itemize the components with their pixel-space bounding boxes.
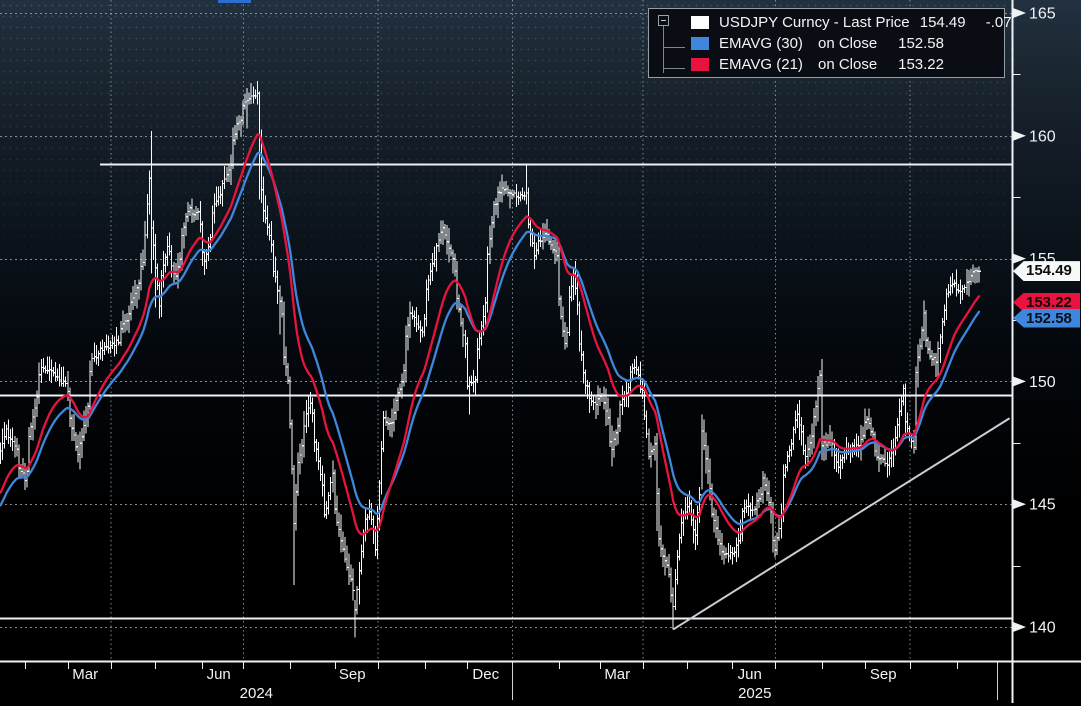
y-tick-label: 150 [1029, 374, 1056, 391]
ema30-swatch [691, 37, 709, 50]
last-price-swatch [691, 16, 709, 29]
legend-mid: on Close [818, 56, 878, 73]
ema-lines [0, 133, 981, 536]
legend-value: 152.58 [898, 35, 944, 52]
ema-21-line [0, 133, 981, 536]
month-label: Mar [72, 666, 98, 683]
legend-collapse-icon[interactable] [658, 15, 669, 26]
month-label: Sep [339, 666, 366, 683]
legend-tree-branch [663, 68, 685, 69]
month-label: Mar [604, 666, 630, 683]
ema-30-line [0, 151, 981, 526]
clipped-toolbar-fragment [218, 0, 251, 3]
legend-label: USDJPY Curncy - Last Price [719, 14, 910, 31]
year-label: 2025 [738, 685, 771, 702]
year-label: 2024 [240, 685, 273, 702]
legend-label: EMAVG (21) [719, 56, 803, 73]
price-bars [0, 80, 981, 638]
ema21-swatch [691, 58, 709, 71]
legend-value: 154.49 [919, 14, 966, 31]
last-price-tag: 154.49 [1013, 261, 1080, 282]
month-label: Dec [472, 666, 499, 683]
y-tick-label: 160 [1029, 128, 1056, 145]
legend-row-emavg-21[interactable]: EMAVG (21) on Close 153.22 [691, 54, 990, 75]
month-label: Jun [738, 666, 762, 683]
y-tick-label: 145 [1029, 497, 1056, 514]
chart-legend: USDJPY Curncy - Last Price 154.49 -.07 E… [648, 8, 1012, 78]
legend-tree-line [663, 26, 664, 73]
y-tick-label: 165 [1029, 6, 1056, 23]
month-label: Sep [870, 666, 897, 683]
legend-change: -.07 [985, 14, 1012, 31]
legend-tree-branch [663, 47, 685, 48]
month-label: Jun [207, 666, 231, 683]
gridlines [0, 0, 1012, 661]
legend-mid: on Close [818, 35, 878, 52]
legend-value: 153.22 [898, 56, 944, 73]
legend-label: EMAVG (30) [719, 35, 803, 52]
legend-row-emavg-30[interactable]: EMAVG (30) on Close 152.58 [691, 33, 990, 54]
legend-row-last-price[interactable]: USDJPY Curncy - Last Price 154.49 -.07 [691, 12, 1012, 33]
x-axis-labels: Mar Jun Sep Dec Mar Jun Sep 2024 2025 [72, 666, 896, 702]
trendline [672, 417, 1011, 631]
ema30-price-tag: 152.58 [1013, 308, 1080, 328]
y-tick-label: 140 [1029, 620, 1056, 637]
ema21-price-tag: 153.22 [1013, 292, 1080, 312]
